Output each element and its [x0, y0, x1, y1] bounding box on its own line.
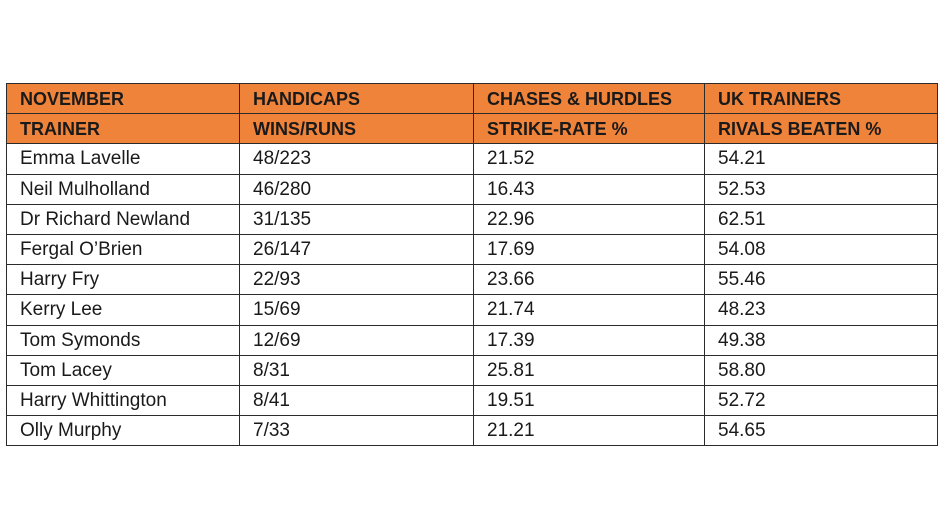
cell-trainer: Fergal O’Brien [6, 233, 240, 266]
cell-strike-rate: 19.51 [473, 384, 705, 417]
cell-wins-runs: 12/69 [239, 324, 474, 356]
cell-wins-runs: 22/93 [239, 264, 474, 296]
cell-wins-runs: 31/135 [239, 203, 474, 235]
cell-strike-rate: 17.39 [473, 324, 705, 356]
cell-strike-rate: 22.96 [473, 203, 705, 235]
table-row: Harry Whittington 8/41 19.51 52.72 [6, 384, 938, 417]
header-row: NOVEMBER HANDICAPS CHASES & HURDLES UK TRAI… [6, 82, 938, 115]
header-cell-rivals-beaten: RIVALS BEATEN % [704, 113, 938, 145]
cell-strike-rate: 23.66 [473, 264, 705, 296]
header-cell-trainer: NOVEMBER [6, 82, 240, 115]
cell-wins-runs: 8/41 [239, 384, 474, 417]
table-row: Tom Symonds 12/69 17.39 49.38 [6, 324, 938, 356]
cell-rivals-beaten: 54.08 [704, 233, 938, 266]
cell-strike-rate: 21.21 [473, 415, 705, 447]
cell-rivals-beaten: 52.53 [704, 173, 938, 205]
cell-rivals-beaten: 55.46 [704, 264, 938, 296]
table-row: Tom Lacey 8/31 25.81 58.80 [6, 354, 938, 386]
cell-rivals-beaten: 62.51 [704, 203, 938, 235]
cell-rivals-beaten: 54.21 [704, 143, 938, 175]
cell-rivals-beaten: 52.72 [704, 384, 938, 417]
cell-trainer: Olly Murphy [6, 415, 240, 447]
cell-trainer: Kerry Lee [6, 294, 240, 326]
table-row: Kerry Lee 15/69 21.74 48.23 [6, 294, 938, 326]
table-row: Emma Lavelle 48/223 21.52 54.21 [6, 143, 938, 175]
cell-trainer: Tom Symonds [6, 324, 240, 356]
header-cell-strike-rate: CHASES & HURDLES [473, 82, 705, 115]
cell-strike-rate: 16.43 [473, 173, 705, 205]
cell-trainer: Harry Whittington [6, 384, 240, 417]
table-row: Harry Fry 22/93 23.66 55.46 [6, 264, 938, 296]
table-row: Dr Richard Newland 31/135 22.96 62.51 [6, 203, 938, 235]
table-row: Fergal O’Brien 26/147 17.69 54.08 [6, 233, 938, 266]
header-cell-strike-rate: STRIKE-RATE % [473, 113, 705, 145]
header-cell-rivals-beaten: UK TRAINERS [704, 82, 938, 115]
cell-trainer: Neil Mulholland [6, 173, 240, 205]
header-row: TRAINER WINS/RUNS STRIKE-RATE % RIVALS BEAT… [6, 113, 938, 145]
cell-trainer: Emma Lavelle [6, 143, 240, 175]
cell-rivals-beaten: 58.80 [704, 354, 938, 386]
cell-wins-runs: 8/31 [239, 354, 474, 386]
cell-strike-rate: 21.52 [473, 143, 705, 175]
cell-wins-runs: 7/33 [239, 415, 474, 447]
cell-strike-rate: 25.81 [473, 354, 705, 386]
cell-wins-runs: 46/280 [239, 173, 474, 205]
cell-trainer: Tom Lacey [6, 354, 240, 386]
cell-wins-runs: 48/223 [239, 143, 474, 175]
cell-rivals-beaten: 54.65 [704, 415, 938, 447]
cell-rivals-beaten: 48.23 [704, 294, 938, 326]
cell-strike-rate: 17.69 [473, 233, 705, 266]
table-row: Olly Murphy 7/33 21.21 54.65 [6, 415, 938, 447]
cell-trainer: Dr Richard Newland [6, 203, 240, 235]
header-cell-trainer: TRAINER [6, 113, 240, 145]
table-row: Neil Mulholland 46/280 16.43 52.53 [6, 173, 938, 205]
cell-rivals-beaten: 49.38 [704, 324, 938, 356]
cell-strike-rate: 21.74 [473, 294, 705, 326]
cell-trainer: Harry Fry [6, 264, 240, 296]
header-cell-wins-runs: HANDICAPS [239, 82, 474, 115]
cell-wins-runs: 15/69 [239, 294, 474, 326]
cell-wins-runs: 26/147 [239, 233, 474, 266]
trainer-stats-table: NOVEMBER HANDICAPS CHASES & HURDLES UK TRAI… [6, 82, 938, 447]
header-cell-wins-runs: WINS/RUNS [239, 113, 474, 145]
